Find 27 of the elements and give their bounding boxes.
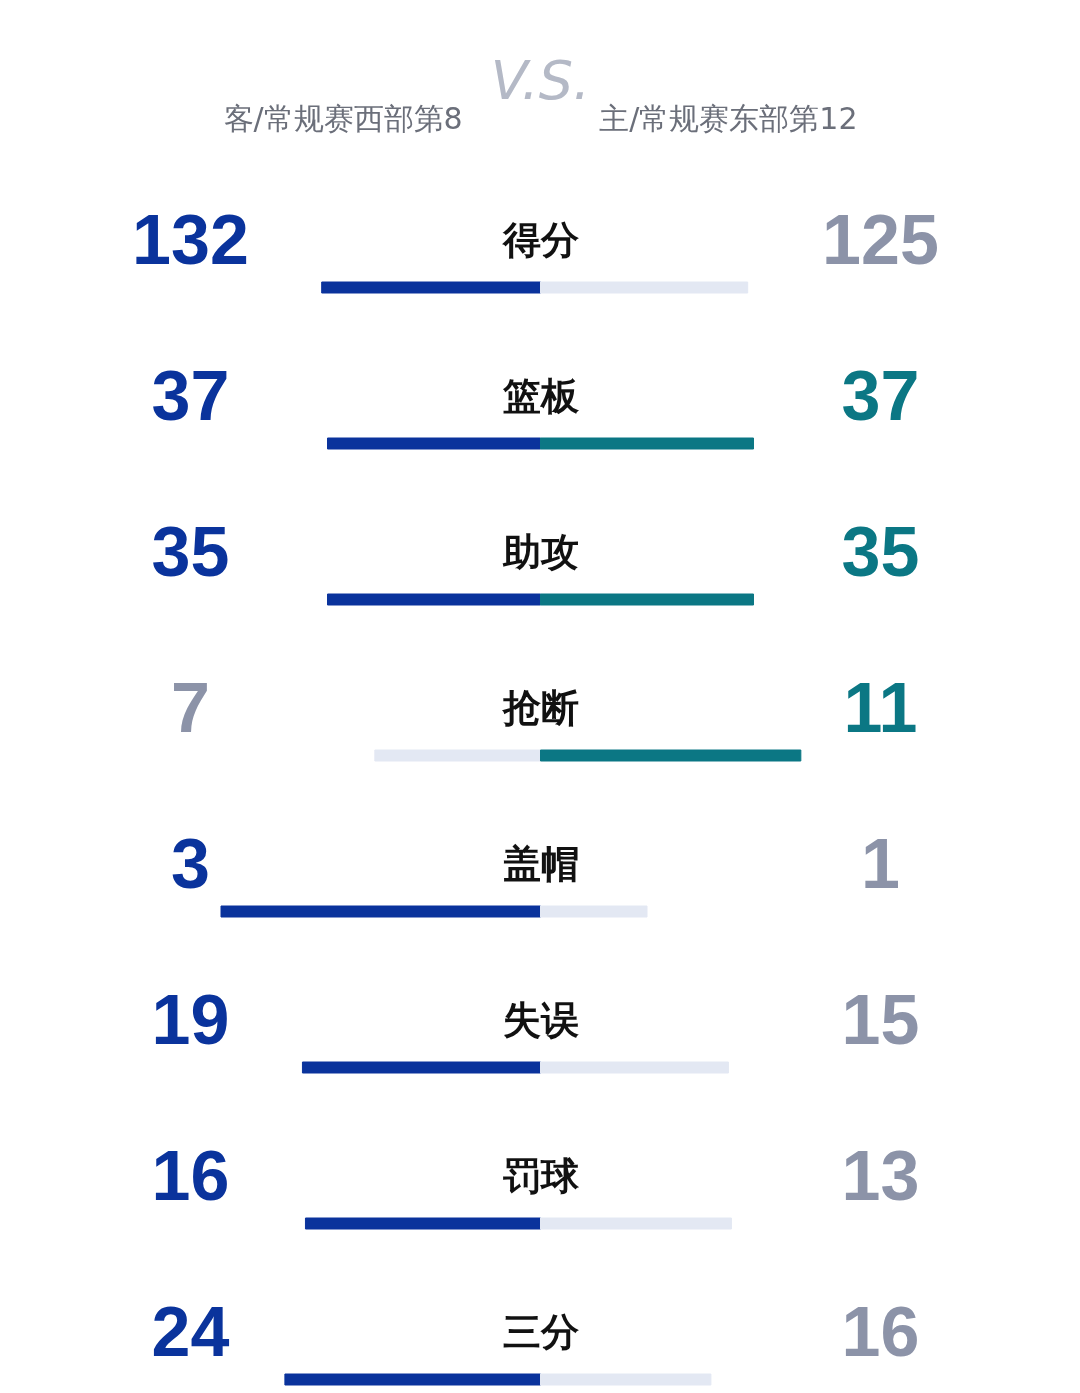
- data-label: 1: [861, 825, 900, 903]
- data-label: 37: [841, 357, 920, 435]
- chart-title: 得分: [501, 217, 579, 262]
- data-label: 37: [151, 357, 230, 435]
- data-label: 16: [151, 1137, 230, 1215]
- data-label: 13: [841, 1137, 920, 1215]
- chart-title: 助攻: [501, 529, 579, 574]
- data-label: 19: [151, 981, 230, 1059]
- data-label: 125: [822, 201, 939, 279]
- data-label: 35: [151, 513, 230, 591]
- data-label: 15: [841, 981, 920, 1059]
- data-label: 3: [171, 825, 210, 903]
- chart-title: 失误: [502, 997, 579, 1042]
- chart-title: 抢断: [500, 685, 579, 730]
- text: 客/常规赛西部第8: [223, 101, 463, 136]
- data-label: 7: [171, 669, 210, 747]
- data-label: 132: [132, 201, 249, 279]
- chart-title: 盖帽: [502, 841, 579, 886]
- chart-title: 罚球: [502, 1153, 580, 1198]
- chart-title: 篮板: [501, 373, 580, 418]
- data-label: 35: [841, 513, 920, 591]
- data-label: 11: [843, 669, 918, 747]
- data-label: 24: [151, 1293, 230, 1371]
- text: 主/常规赛东部第12: [599, 101, 858, 136]
- data-label: 16: [841, 1293, 920, 1371]
- text: V.S.: [490, 49, 591, 112]
- chart-title: 三分: [502, 1309, 579, 1354]
